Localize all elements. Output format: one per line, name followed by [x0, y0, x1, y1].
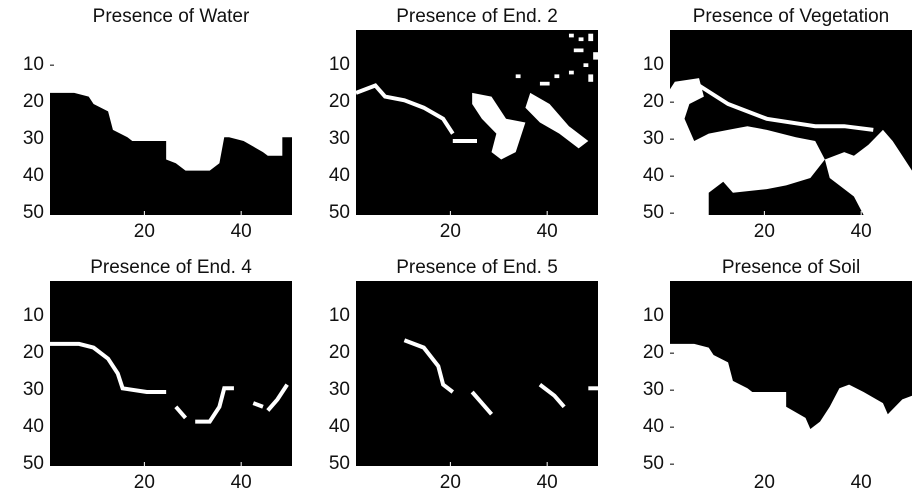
y-tick-label: 20 [23, 91, 44, 112]
y-tick-label: 20 [643, 342, 664, 363]
x-tick-label: 20 [440, 472, 461, 493]
image [404, 340, 598, 414]
y-tick-label: 20 [329, 91, 350, 112]
y-tick-label: 40 [23, 416, 44, 437]
y-tick-label: 20 [643, 91, 664, 112]
x-tick-label: 20 [440, 221, 461, 242]
y-tick-label: 50 [329, 202, 350, 223]
y-tick-label: 50 [23, 453, 44, 474]
y-tick-label: 30 [329, 379, 350, 400]
y-tick-label: 30 [643, 128, 664, 149]
x-tick-label: 20 [134, 221, 155, 242]
x-tick-label: 40 [537, 221, 558, 242]
mask [50, 30, 292, 171]
panel-title: Presence of End. 2 [396, 6, 558, 27]
image-background [50, 281, 292, 466]
y-tick-label: 40 [329, 165, 350, 186]
y-tick-label: 20 [329, 342, 350, 363]
y-tick-label: 40 [329, 416, 350, 437]
y-tick-label: 30 [329, 128, 350, 149]
y-tick-label: 40 [643, 165, 664, 186]
y-tick-label: 40 [643, 416, 664, 437]
y-tick-label: 30 [643, 379, 664, 400]
x-tick-label: 20 [754, 472, 775, 493]
panel-title: Presence of Soil [722, 257, 860, 278]
y-tick-label: 30 [23, 128, 44, 149]
y-tick-label: 40 [23, 165, 44, 186]
y-tick-label: 20 [23, 342, 44, 363]
y-tick-label: 10 [23, 54, 44, 75]
mask [670, 78, 912, 215]
panel-title: Presence of Vegetation [693, 6, 889, 27]
y-tick-label: 50 [329, 453, 350, 474]
y-tick-label: 50 [643, 453, 664, 474]
image [670, 78, 912, 215]
y-tick-label: 10 [643, 305, 664, 326]
y-tick-label: 30 [23, 379, 44, 400]
image [50, 344, 287, 422]
mask [404, 340, 598, 414]
image [670, 343, 912, 466]
y-tick-label: 10 [329, 54, 350, 75]
panel-title: Presence of Water [93, 6, 250, 27]
x-tick-label: 20 [754, 221, 775, 242]
x-tick-label: 20 [134, 472, 155, 493]
image [356, 33, 598, 160]
image [50, 30, 292, 171]
y-tick-label: 10 [643, 54, 664, 75]
y-tick-label: 10 [329, 305, 350, 326]
mask [356, 33, 598, 160]
x-tick-label: 40 [851, 472, 872, 493]
mask [50, 344, 287, 422]
x-tick-label: 40 [537, 472, 558, 493]
x-tick-label: 40 [231, 221, 252, 242]
panel-title: Presence of End. 4 [90, 257, 252, 278]
x-tick-label: 40 [231, 472, 252, 493]
y-tick-label: 50 [643, 202, 664, 223]
x-tick-label: 40 [851, 221, 872, 242]
mask [670, 343, 912, 466]
image-background [356, 281, 598, 466]
panel-title: Presence of End. 5 [396, 257, 558, 278]
y-tick-label: 50 [23, 202, 44, 223]
y-tick-label: 10 [23, 305, 44, 326]
